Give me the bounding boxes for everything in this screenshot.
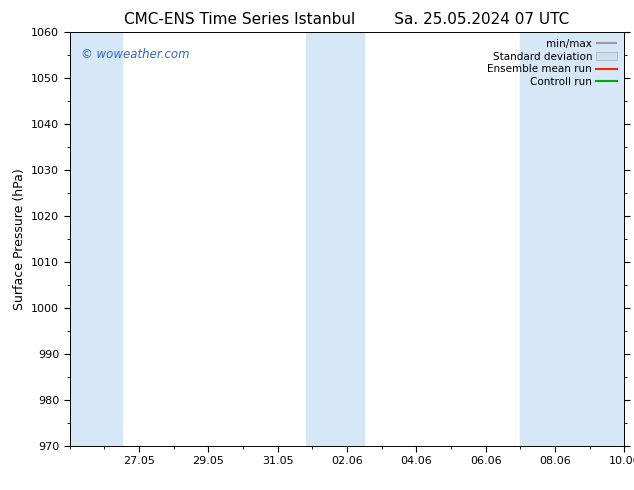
Bar <box>70 32 122 446</box>
Text: © woweather.com: © woweather.com <box>81 49 190 61</box>
Bar <box>306 32 365 446</box>
Legend: min/max, Standard deviation, Ensemble mean run, Controll run: min/max, Standard deviation, Ensemble me… <box>486 37 619 89</box>
Bar <box>521 32 624 446</box>
Y-axis label: Surface Pressure (hPa): Surface Pressure (hPa) <box>13 168 25 310</box>
Title: CMC-ENS Time Series Istanbul        Sa. 25.05.2024 07 UTC: CMC-ENS Time Series Istanbul Sa. 25.05.2… <box>124 12 570 26</box>
